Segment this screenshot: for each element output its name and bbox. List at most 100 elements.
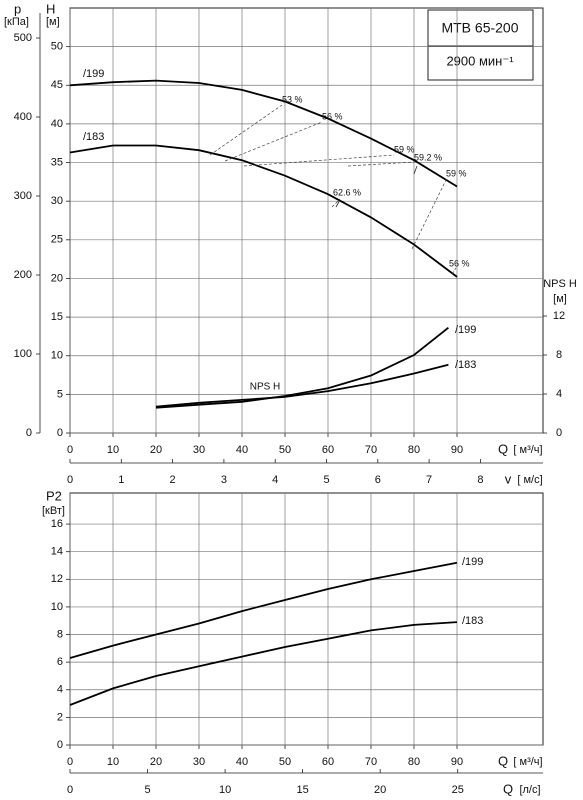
axis-unit: [ м/с] [517, 474, 542, 486]
x-tick-label: 80 [408, 756, 420, 768]
x-tick-label: 70 [365, 444, 377, 456]
y-tick-label: 40 [51, 118, 63, 130]
efficiency-tick [413, 165, 418, 175]
x-tick-label: 0 [67, 444, 73, 456]
efficiency-label: 59 % [394, 144, 415, 154]
speed: 2900 мин⁻¹ [446, 53, 514, 68]
axis-tick-label: 6 [375, 474, 381, 486]
y-tick-label: 16 [51, 518, 63, 530]
y-tick-label: 6 [57, 656, 63, 668]
y2-tick-label: 12 [553, 310, 565, 322]
y-tick-label: 8 [57, 628, 63, 640]
axis-tick-label: 5 [144, 784, 150, 796]
x-tick-label: 30 [193, 444, 205, 456]
curve [69, 144, 458, 278]
model-name: MTB 65-200 [441, 20, 518, 36]
curve-label: /199 [455, 324, 476, 336]
x-tick-label: 20 [150, 756, 162, 768]
efficiency-label: 56 % [449, 258, 470, 268]
p2-label: P2 [46, 488, 62, 503]
efficiency-label: 53 % [282, 94, 303, 104]
y-tick-label: 15 [51, 311, 63, 323]
y-tick-label: 20 [51, 272, 63, 284]
p-tick-label: 0 [26, 427, 32, 439]
curve-label: /183 [83, 131, 104, 143]
axis-tick-label: 4 [272, 474, 278, 486]
x-tick-label: 50 [279, 444, 291, 456]
y-tick-label: 14 [51, 546, 63, 558]
curve-label: /183 [462, 615, 483, 627]
p-tick-label: 300 [14, 190, 32, 202]
h-unit: [м] [46, 16, 60, 28]
p-label: p [14, 1, 21, 16]
y-tick-label: 5 [57, 388, 63, 400]
title-box [427, 9, 534, 81]
x-tick-label: 10 [107, 756, 119, 768]
y2-tick-label: 0 [556, 427, 562, 439]
x-tick-label: 0 [67, 756, 73, 768]
x-axis-label: Q [498, 753, 508, 768]
y-tick-label: 50 [51, 41, 63, 53]
axis-tick-label: 3 [221, 474, 227, 486]
curve [155, 363, 449, 408]
axis-tick-label: 15 [296, 784, 308, 796]
efficiency-line [451, 267, 457, 275]
curve [69, 621, 458, 706]
axis-tick-label: 25 [452, 784, 464, 796]
y-tick-label: 10 [51, 350, 63, 362]
curve [69, 561, 458, 659]
y-tick-label: 4 [57, 684, 63, 696]
efficiency-line [347, 161, 415, 167]
curve [155, 326, 449, 409]
axis-tick-label: 8 [477, 474, 483, 486]
y-tick-label: 12 [51, 573, 63, 585]
efficiency-label: 62.6 % [333, 187, 361, 197]
x-tick-label: 60 [322, 756, 334, 768]
h-label: H [46, 1, 55, 16]
p-tick-label: 500 [14, 32, 32, 44]
y-tick-label: 45 [51, 79, 63, 91]
x-tick-label: 30 [193, 756, 205, 768]
efficiency-line [411, 177, 448, 250]
p-tick-label: 400 [14, 111, 32, 123]
curve-label: /199 [83, 68, 104, 80]
y-tick-label: 2 [57, 711, 63, 723]
axis-tick-label: 7 [426, 474, 432, 486]
y2-unit: [м] [553, 293, 567, 305]
x-tick-label: 40 [236, 444, 248, 456]
axis-tick-label: 2 [170, 474, 176, 486]
y-tick-label: 25 [51, 234, 63, 246]
axis-tick-label: 1 [118, 474, 124, 486]
curve-label: /183 [455, 359, 476, 371]
p-tick-label: 100 [14, 348, 32, 360]
p-unit: [кПа] [4, 16, 29, 28]
y-tick-label: 10 [51, 601, 63, 613]
curve [69, 79, 458, 188]
efficiency-line [209, 104, 283, 156]
axis-tick-label: 10 [219, 784, 231, 796]
npsh-curve-label: NPS H [250, 382, 281, 393]
y2-tick-label: 8 [556, 349, 562, 361]
p-tick-label: 200 [14, 269, 32, 281]
efficiency-label: 59 % [446, 168, 467, 178]
x-tick-label: 40 [236, 756, 248, 768]
y-tick-label: 35 [51, 156, 63, 168]
x-tick-label: 50 [279, 756, 291, 768]
y2-label: NPS H [543, 278, 577, 290]
efficiency-label: 56 % [322, 111, 343, 121]
curve-label: /199 [462, 556, 483, 568]
efficiency-line [224, 121, 323, 162]
y-tick-label: 30 [51, 195, 63, 207]
y-tick-label: 0 [57, 427, 63, 439]
axis-tick-label: 0 [67, 784, 73, 796]
efficiency-line [331, 198, 341, 208]
axis-tick-label: 5 [323, 474, 329, 486]
efficiency-label: 59.2 % [414, 152, 442, 162]
x-tick-label: 90 [451, 444, 463, 456]
x-tick-label: 90 [451, 756, 463, 768]
x-tick-label: 10 [107, 444, 119, 456]
y2-tick-label: 4 [556, 388, 562, 400]
axis-tick-label: 20 [374, 784, 386, 796]
x-tick-label: 20 [150, 444, 162, 456]
